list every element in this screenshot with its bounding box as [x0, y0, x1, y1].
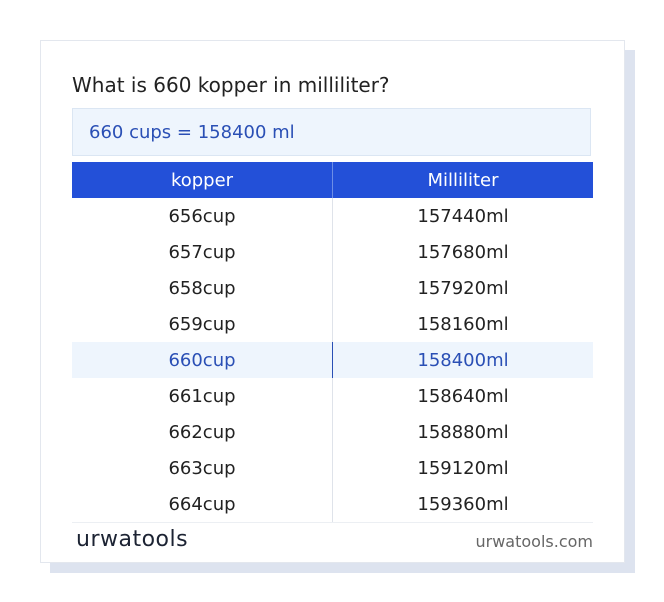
table-cell: 158160ml [332, 306, 593, 342]
table-row: 657cup 157680ml [72, 234, 593, 270]
table-row: 663cup 159120ml [72, 450, 593, 486]
converter-card: What is 660 kopper in milliliter? 660 cu… [40, 40, 625, 563]
table-cell: 159120ml [332, 450, 593, 486]
table-cell: 157680ml [332, 234, 593, 270]
table-cell: 158880ml [332, 414, 593, 450]
column-header: kopper [72, 162, 333, 198]
table-row: 664cup 159360ml [72, 486, 593, 523]
table-cell: 158400ml [332, 342, 593, 378]
conversion-table: kopper Milliliter 656cup 157440ml 657cup 15… [72, 162, 593, 523]
table-cell: 658cup [168, 277, 236, 299]
header-row: kopper Milliliter [72, 162, 593, 198]
table-cell: 159360ml [332, 486, 593, 523]
table-cell: 657cup [168, 241, 236, 263]
table-cell: 663cup [168, 457, 236, 479]
result: 660 cups = 158400 ml [72, 108, 591, 156]
table-row: 660cup 158400ml [72, 342, 593, 378]
table-row: 656cup 157440ml [72, 198, 593, 234]
table-cell: 661cup [168, 385, 236, 407]
table-cell: 662cup [168, 421, 236, 443]
table-cell: 664cup [72, 486, 333, 523]
title: What is 660 kopper in milliliter? [72, 73, 390, 97]
table-cell: 659cup [168, 313, 236, 335]
table-cell: 656cup [168, 205, 236, 227]
table-cell: 157440ml [332, 198, 593, 234]
table-cell: 158640ml [332, 378, 593, 414]
site-url[interactable]: urwatools.com [475, 532, 594, 551]
table-cell: 660cup [72, 342, 333, 378]
column-header: Milliliter [332, 162, 593, 198]
table-row: 662cup 158880ml [72, 414, 593, 450]
table-row: 658cup 157920ml [72, 270, 593, 306]
table-row: 661cup 158640ml [72, 378, 593, 414]
logo[interactable]: urwatools [76, 527, 189, 552]
table-row: 659cup 158160ml [72, 306, 593, 342]
table-cell: 157920ml [332, 270, 593, 306]
table-body: 656cup 157440ml 657cup 157680ml 658cup 157920… [72, 198, 593, 523]
